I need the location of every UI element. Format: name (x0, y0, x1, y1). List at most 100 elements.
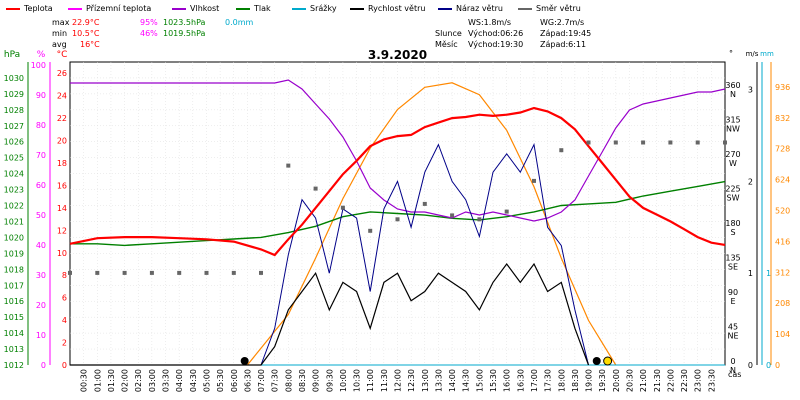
tick-label-dir-name: E (730, 297, 735, 306)
tick-label-x: 03:30 (162, 369, 171, 392)
stat-min-hum: 46% (140, 29, 158, 38)
wind-gust-info: WG:2.7m/s (540, 18, 585, 27)
stat-max-rain: 0.0mm (225, 18, 254, 27)
tick-label-temp: 24 (57, 92, 67, 101)
tick-label-ms: 2 (748, 177, 753, 186)
moon-label: Měsíc (435, 40, 458, 49)
tick-label-temp: 26 (57, 69, 67, 78)
tick-label-hpa: 1017 (4, 281, 24, 290)
series-point (477, 217, 482, 222)
series-point (532, 178, 536, 183)
tick-label-mm: 1 (766, 269, 771, 278)
tick-label-dir: 180 (725, 219, 740, 228)
tick-label-pct: 30 (36, 271, 46, 280)
stat-max-press: 1023.5hPa (163, 18, 206, 27)
tick-label-hpa: 1021 (4, 217, 24, 226)
axis-unit-pct: % (37, 50, 46, 60)
series-point (504, 209, 509, 214)
chart-title: 3.9.2020 (368, 48, 427, 62)
tick-label-x: 19:30 (598, 369, 607, 392)
series-line (246, 82, 617, 366)
tick-label-x: 01:00 (93, 369, 102, 392)
tick-label-mm: 0 (766, 361, 771, 370)
tick-label-dir-name: NW (726, 124, 740, 133)
tick-label-hpa: 1016 (4, 297, 24, 306)
tick-label-x: 22:30 (680, 369, 689, 392)
series-point (286, 163, 291, 168)
tick-label-hpa: 1027 (4, 122, 24, 131)
tick-label-pct: 80 (36, 121, 46, 130)
tick-label-x: 22:00 (666, 369, 675, 392)
tick-label-hpa: 1023 (4, 186, 24, 195)
series-point (95, 270, 100, 275)
sunset-marker (592, 357, 601, 365)
series-point (68, 270, 72, 275)
legend-swatch (438, 7, 452, 10)
tick-label-pct: 40 (36, 241, 46, 250)
tick-label-x: 00:30 (80, 369, 89, 392)
tick-label-dir: 225 (725, 184, 740, 193)
tick-label-x: 13:30 (434, 369, 443, 392)
tick-label-wm: 520 (775, 207, 790, 216)
legend-label: Tlak (254, 4, 271, 13)
tick-label-x: 16:30 (516, 369, 525, 392)
series-point (422, 201, 427, 206)
axis-unit-hpa: hPa (4, 50, 20, 60)
axis-unit-ms: m/s (746, 50, 759, 58)
series-point (231, 270, 236, 275)
tick-label-x: 04:00 (175, 369, 184, 392)
series-point (695, 140, 700, 145)
stat-max-temp: 22.9°C (72, 18, 100, 27)
tick-label-wm: 832 (775, 114, 790, 123)
series-point (122, 270, 127, 275)
tick-label-x: 23:00 (694, 369, 703, 392)
tick-label-pct: 20 (36, 301, 46, 310)
legend-swatch (350, 7, 364, 10)
tick-label-x: 08:30 (298, 369, 307, 392)
axis-label-x: čas (728, 369, 741, 379)
sunrise-marker (240, 357, 249, 365)
stat-avg-label: avg (52, 40, 67, 49)
legend-item: Teplota (6, 4, 53, 13)
series-point (723, 140, 727, 145)
tick-label-wm: 0 (775, 361, 780, 370)
tick-label-pct: 10 (36, 331, 46, 340)
sun-rise: Východ:06:26 (468, 29, 524, 38)
wind-speed-info: WS:1.8m/s (468, 18, 512, 27)
tick-label-x: 13:00 (421, 369, 430, 392)
series-line (70, 79, 726, 222)
series-point (641, 140, 646, 145)
tick-label-hpa: 1014 (4, 329, 24, 338)
series-line (70, 180, 726, 247)
tick-label-dir-name: S (730, 228, 735, 237)
tick-label-hpa: 1028 (4, 106, 24, 115)
tick-label-x: 01:30 (107, 369, 116, 392)
tick-label-hpa: 1029 (4, 90, 24, 99)
tick-label-x: 21:30 (653, 369, 662, 392)
tick-label-x: 18:00 (557, 369, 566, 392)
tick-label-x: 17:00 (530, 369, 539, 392)
legend-item: Směr větru (518, 4, 581, 13)
tick-label-x: 11:30 (380, 369, 389, 392)
tick-label-hpa: 1024 (4, 170, 24, 179)
tick-label-dir: 0 (730, 357, 735, 366)
tick-label-dir-name: N (730, 366, 736, 375)
tick-label-temp: 8 (62, 271, 67, 280)
legend-item: Srážky (292, 4, 337, 13)
tick-label-temp: 6 (62, 294, 67, 303)
tick-label-wm: 728 (775, 145, 790, 154)
axis-unit-mm: mm (760, 50, 774, 58)
series-point (613, 140, 618, 145)
tick-label-dir: 270 (725, 150, 740, 159)
tick-label-dir-name: SE (728, 262, 738, 271)
tick-label-x: 07:30 (271, 369, 280, 392)
tick-label-x: 15:30 (489, 369, 498, 392)
tick-label-wm: 104 (775, 330, 790, 339)
stat-avg-temp: 16°C (80, 40, 100, 49)
tick-label-x: 10:00 (339, 369, 348, 392)
tick-label-x: 20:30 (625, 369, 634, 392)
tick-label-dir: 135 (725, 253, 740, 262)
tick-label-dir: 315 (725, 115, 740, 124)
moon-set: Západ:6:11 (540, 40, 587, 49)
tick-label-dir: 90 (728, 288, 738, 297)
